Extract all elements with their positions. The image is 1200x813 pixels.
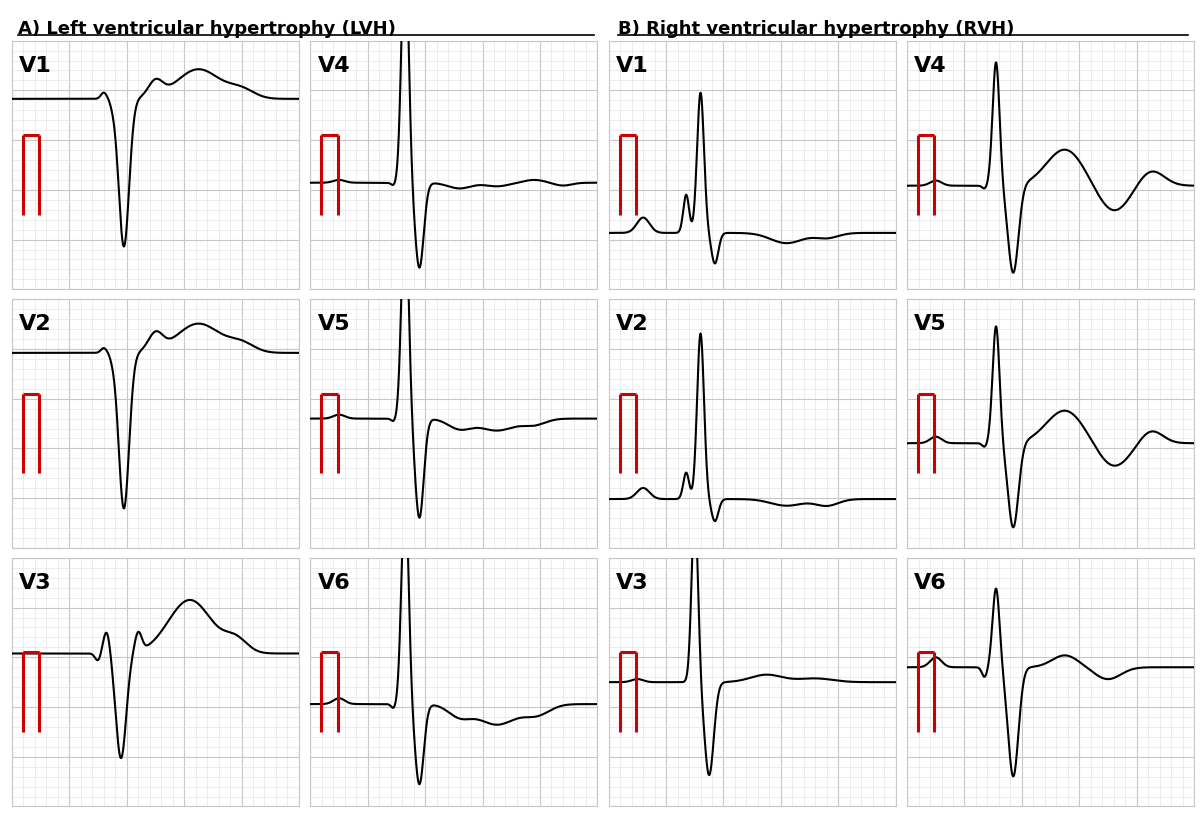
Text: V5: V5	[318, 314, 350, 334]
Text: V1: V1	[19, 55, 52, 76]
Text: V3: V3	[19, 573, 52, 593]
Text: V2: V2	[19, 314, 52, 334]
Text: V6: V6	[318, 573, 350, 593]
Text: V4: V4	[318, 55, 350, 76]
Text: V3: V3	[616, 573, 648, 593]
Text: A) Left ventricular hypertrophy (LVH): A) Left ventricular hypertrophy (LVH)	[18, 20, 396, 38]
Text: V5: V5	[914, 314, 947, 334]
Text: V1: V1	[616, 55, 649, 76]
Text: B) Right ventricular hypertrophy (RVH): B) Right ventricular hypertrophy (RVH)	[618, 20, 1014, 38]
Text: V6: V6	[914, 573, 947, 593]
Text: V2: V2	[616, 314, 648, 334]
Text: V4: V4	[914, 55, 947, 76]
